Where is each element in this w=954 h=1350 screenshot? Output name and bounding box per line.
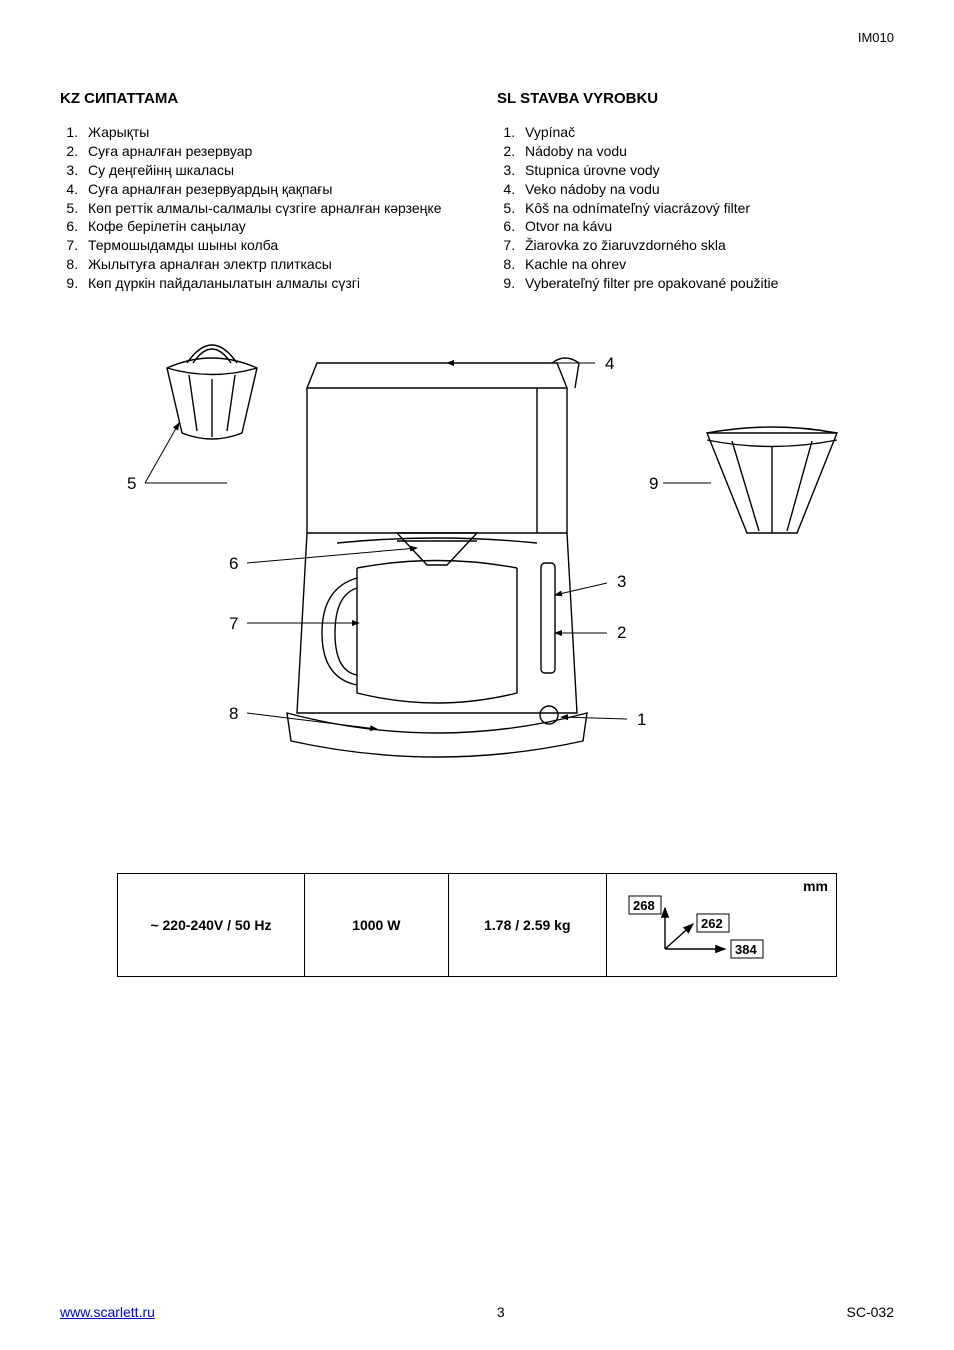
column-kz: KZ СИПАТТАМА Жарықты Суға арналған резер…	[60, 90, 457, 293]
list-item: Nádoby na vodu	[519, 142, 894, 161]
dim-unit: mm	[615, 878, 828, 894]
list-item: Кофе берілетін саңылау	[82, 217, 457, 236]
callout-4: 4	[605, 354, 614, 373]
product-diagram: 4 9 3 2 1 5 6 7 8	[60, 333, 894, 793]
dimensions-svg: 268 262 384	[615, 894, 785, 972]
list-item: Žiarovka zo žiaruvzdorného skla	[519, 236, 894, 255]
callout-2: 2	[617, 623, 626, 642]
spec-weight: 1.78 / 2.59 kg	[448, 874, 606, 977]
heading-sl: SL STAVBA VYROBKU	[497, 90, 894, 107]
dim-width: 384	[735, 942, 757, 957]
column-sl: SL STAVBA VYROBKU Vypínač Nádoby na vodu…	[497, 90, 894, 293]
list-item: Otvor na kávu	[519, 217, 894, 236]
dim-depth: 262	[701, 916, 723, 931]
list-item: Көп дүркін пайдаланылатын алмалы сүзгі	[82, 274, 457, 293]
footer-url[interactable]: www.scarlett.ru	[60, 1304, 155, 1320]
list-item: Термошыдамды шыны колба	[82, 236, 457, 255]
callout-9: 9	[649, 474, 658, 493]
diagram-svg: 4 9 3 2 1 5 6 7 8	[97, 333, 857, 793]
heading-kz: KZ СИПАТТАМА	[60, 90, 457, 107]
list-item: Kachle na ohrev	[519, 255, 894, 274]
footer-page: 3	[497, 1304, 505, 1320]
callout-6: 6	[229, 554, 238, 573]
list-item: Stupnica úrovne vody	[519, 161, 894, 180]
list-sl: Vypínač Nádoby na vodu Stupnica úrovne v…	[497, 123, 894, 293]
list-item: Жылытуға арналған электр плиткасы	[82, 255, 457, 274]
list-item: Суға арналған резервуар	[82, 142, 457, 161]
list-item: Vypínač	[519, 123, 894, 142]
list-item: Kôš na odnímateľný viacrázový filter	[519, 199, 894, 218]
description-columns: KZ СИПАТТАМА Жарықты Суға арналған резер…	[60, 90, 894, 293]
callout-5: 5	[127, 474, 136, 493]
callout-7: 7	[229, 614, 238, 633]
dim-height: 268	[633, 898, 655, 913]
list-item: Су деңгейінң шкаласы	[82, 161, 457, 180]
spec-voltage: ~ 220-240V / 50 Hz	[118, 874, 305, 977]
list-kz: Жарықты Суға арналған резервуар Су деңге…	[60, 123, 457, 293]
spec-power: 1000 W	[304, 874, 448, 977]
spec-table: ~ 220-240V / 50 Hz 1000 W 1.78 / 2.59 kg…	[117, 873, 837, 977]
list-item: Көп реттік алмалы-салмалы сүзгіге арналғ…	[82, 199, 457, 218]
spec-dimensions-cell: mm 268 26	[606, 874, 836, 977]
list-item: Veko nádoby na vodu	[519, 180, 894, 199]
list-item: Жарықты	[82, 123, 457, 142]
page-footer: www.scarlett.ru 3 SC-032	[60, 1304, 894, 1320]
doc-code: IM010	[858, 30, 894, 45]
callout-3: 3	[617, 572, 626, 591]
list-item: Суға арналған резервуардың қақпағы	[82, 180, 457, 199]
callout-8: 8	[229, 704, 238, 723]
footer-model: SC-032	[847, 1304, 894, 1320]
list-item: Vyberateľný filter pre opakované použiti…	[519, 274, 894, 293]
callout-1: 1	[637, 710, 646, 729]
